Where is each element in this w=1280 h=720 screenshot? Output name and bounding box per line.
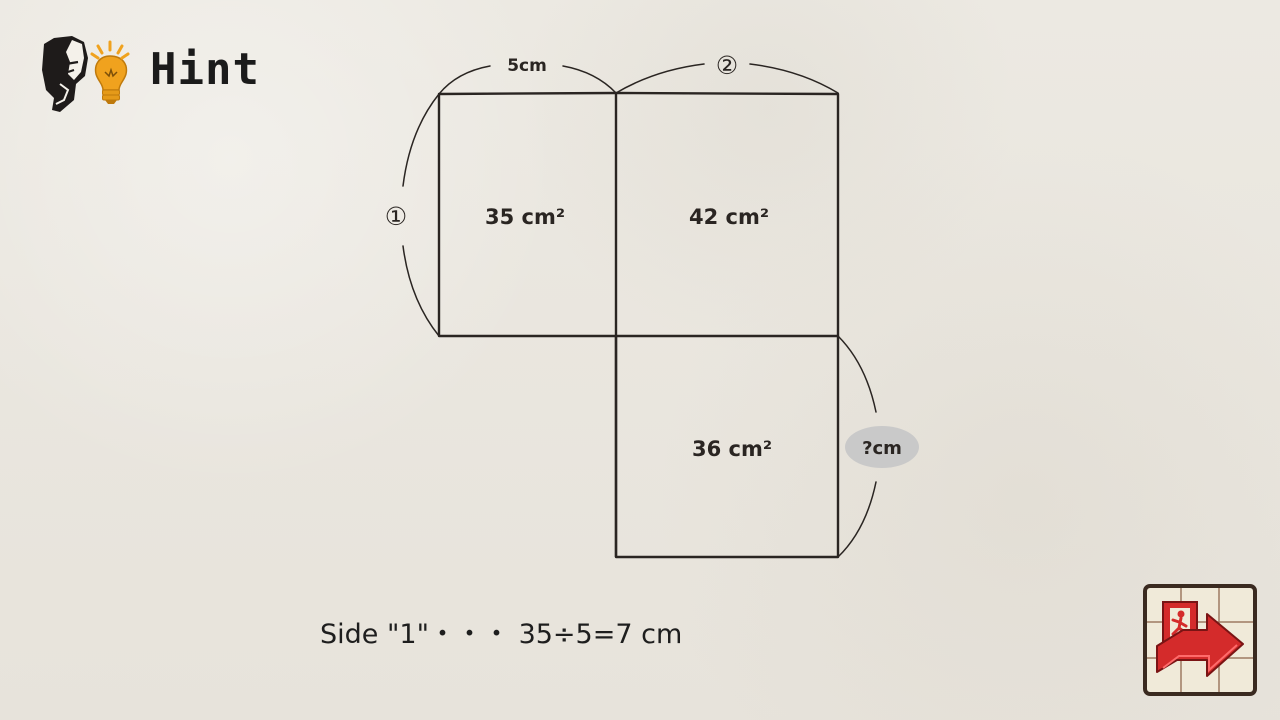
area-label-top-left: 35 cm² [485, 205, 565, 229]
top-right-marker: ② [716, 51, 738, 80]
top-right-arc-left [615, 63, 705, 94]
hint-title: Hint [150, 44, 260, 95]
lightbulb-icon [90, 40, 130, 104]
left-arc-top [402, 93, 440, 187]
area-label-bottom: 36 cm² [692, 437, 772, 461]
unknown-side-label: ?cm [862, 438, 902, 459]
right-arc-bottom [837, 481, 877, 558]
hint-character-icon [42, 36, 130, 112]
exit-door-icon [1143, 584, 1257, 696]
bottom-rectangle-outline [614, 336, 840, 559]
unknown-side-bubble [845, 426, 919, 468]
top-left-arc-left [438, 65, 491, 95]
top-left-arc-right [562, 65, 617, 94]
right-arc-top [837, 335, 877, 413]
area-label-top-right: 42 cm² [689, 205, 769, 229]
hint-header: Hint [38, 34, 260, 116]
top-right-arc-right [749, 63, 839, 94]
left-arc-bottom [402, 245, 440, 337]
hint-explanation: Side "1"・・・ 35÷5=7 cm [320, 619, 683, 650]
left-marker: ① [385, 202, 407, 231]
top-length-label: 5cm [507, 56, 547, 76]
exit-button[interactable] [1143, 584, 1257, 696]
